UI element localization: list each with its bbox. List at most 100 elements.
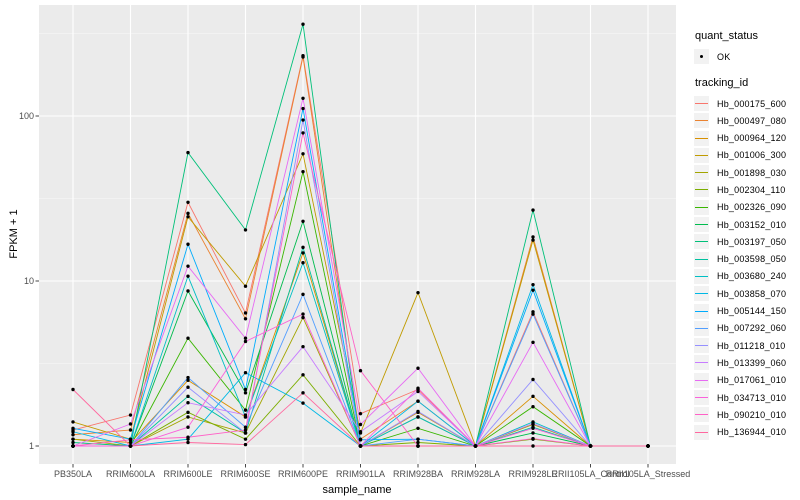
data-point — [71, 437, 75, 441]
legend-label: Hb_013399_060 — [717, 357, 787, 368]
data-point — [186, 425, 190, 429]
legend-label: Hb_001898_030 — [717, 167, 787, 178]
line-swatch — [695, 172, 708, 174]
data-point — [301, 152, 305, 156]
data-point — [531, 405, 535, 409]
line-swatch-key — [694, 424, 709, 440]
data-point — [531, 282, 535, 287]
data-point — [186, 215, 190, 219]
data-point — [243, 387, 248, 392]
data-point — [416, 409, 420, 414]
line-swatch-key — [694, 217, 709, 233]
point-key — [694, 49, 709, 64]
legend-label: Hb_003152_010 — [717, 219, 787, 230]
legend-item: Hb_000497_080 — [694, 113, 800, 129]
data-point — [186, 378, 190, 383]
line-swatch — [695, 154, 708, 156]
data-point — [243, 371, 248, 375]
line-swatch — [695, 241, 708, 243]
data-point — [301, 401, 305, 405]
line-swatch-key — [694, 130, 709, 146]
data-point — [186, 150, 190, 155]
data-point — [186, 289, 190, 293]
legend-title-tracking-id: tracking_id — [695, 77, 749, 89]
data-point — [531, 238, 535, 242]
data-point — [358, 438, 363, 442]
data-point — [301, 312, 305, 316]
data-point — [301, 55, 305, 59]
line-swatch-key — [694, 390, 709, 406]
legend-item: Hb_017061_010 — [694, 372, 800, 388]
data-point — [531, 288, 535, 292]
legend-label: Hb_003197_050 — [717, 236, 787, 247]
data-point — [243, 428, 248, 432]
data-point — [301, 96, 305, 101]
legend-item: Hb_005144_150 — [694, 303, 800, 319]
data-point — [243, 413, 248, 417]
line-swatch-key — [694, 113, 709, 129]
data-point — [531, 235, 535, 239]
legend-item: Hb_034713_010 — [694, 390, 800, 406]
data-point — [301, 118, 305, 122]
data-point — [531, 377, 535, 382]
legend-label: Hb_000964_120 — [717, 133, 787, 144]
x-tick-label: RRII105LA_Stressed — [606, 469, 691, 479]
data-point — [71, 387, 75, 392]
line-swatch-key — [694, 96, 709, 111]
legend-label: Hb_000497_080 — [717, 115, 787, 126]
data-point — [416, 415, 420, 419]
legend-item: Hb_001898_030 — [694, 165, 800, 181]
x-tick-label: RRIM600LE — [163, 469, 212, 479]
legend-item: Hb_013399_060 — [694, 355, 800, 371]
tracking-id-legend: Hb_000175_600 Hb_000497_080 Hb_000964_120 H… — [694, 96, 800, 440]
data-point — [128, 444, 133, 448]
line-swatch — [695, 293, 708, 295]
data-point — [71, 420, 75, 424]
data-point — [128, 422, 133, 426]
data-point — [186, 401, 190, 405]
legend-item: Hb_003152_010 — [694, 217, 800, 233]
legend-label: Hb_136944_010 — [717, 427, 787, 438]
data-point — [243, 311, 248, 315]
data-point — [358, 411, 363, 416]
data-point — [128, 440, 133, 445]
line-swatch-key — [694, 165, 709, 181]
data-point — [358, 369, 363, 373]
y-tick-label: 100 — [19, 111, 34, 121]
data-point — [416, 366, 420, 370]
data-point — [416, 426, 420, 431]
x-axis-title: sample_name — [322, 484, 392, 496]
legend-label: Hb_003598_050 — [717, 254, 787, 265]
y-axis-title: FPKM + 1 — [8, 209, 20, 259]
data-point — [531, 312, 535, 316]
line-swatch — [695, 224, 708, 226]
legend-item: Hb_003680_240 — [694, 268, 800, 284]
x-tick-label: RRIM600LA — [106, 469, 155, 479]
data-point — [71, 426, 75, 431]
line-swatch-key — [694, 268, 709, 284]
data-point — [128, 438, 133, 442]
line-swatch-key — [694, 407, 709, 423]
line-swatch — [695, 206, 708, 208]
y-tick-label: 1 — [29, 441, 34, 451]
line-swatch — [695, 258, 708, 260]
data-point — [301, 22, 305, 26]
data-point — [531, 436, 535, 441]
data-point — [416, 386, 420, 390]
data-point — [243, 391, 248, 395]
legend-label: Hb_001006_300 — [717, 150, 787, 161]
legend-item: Hb_136944_010 — [694, 424, 800, 440]
legend-item: Hb_002304_110 — [694, 182, 800, 198]
data-point — [186, 274, 190, 278]
line-swatch-key — [694, 320, 709, 336]
legend-label: Hb_017061_010 — [717, 375, 787, 386]
legend-label: Hb_005144_150 — [717, 306, 787, 317]
data-point — [301, 261, 305, 265]
line-swatch — [695, 397, 708, 399]
data-point — [358, 422, 363, 427]
data-point — [186, 385, 190, 389]
data-point — [416, 399, 420, 403]
data-point — [473, 444, 478, 448]
legend-item: Hb_001006_300 — [694, 147, 800, 163]
line-swatch-key — [694, 303, 709, 319]
